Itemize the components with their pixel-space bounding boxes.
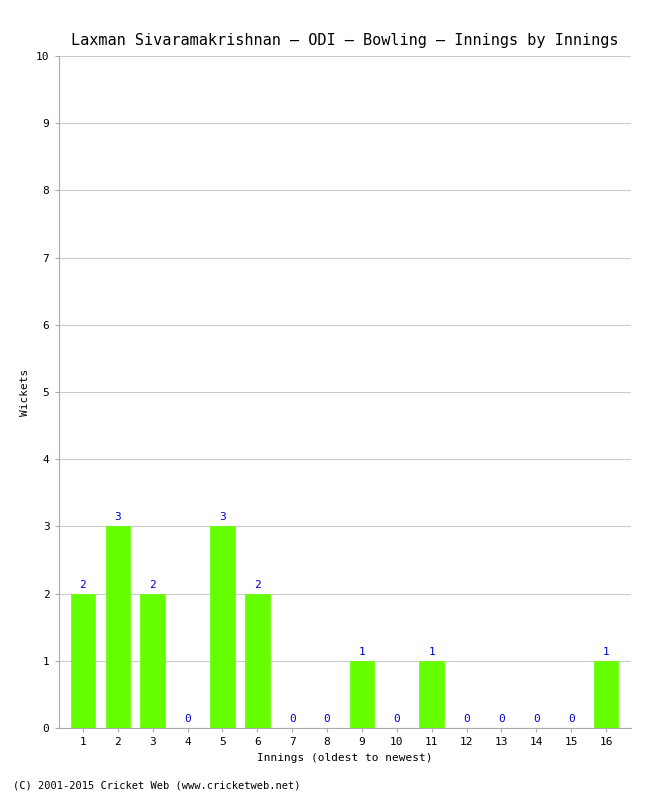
Text: 1: 1 <box>428 646 435 657</box>
Text: 0: 0 <box>289 714 296 724</box>
Text: 2: 2 <box>79 579 86 590</box>
Text: 0: 0 <box>568 714 575 724</box>
Text: 0: 0 <box>463 714 470 724</box>
Text: 0: 0 <box>393 714 400 724</box>
Text: 1: 1 <box>359 646 365 657</box>
Text: 3: 3 <box>219 512 226 522</box>
X-axis label: Innings (oldest to newest): Innings (oldest to newest) <box>257 753 432 762</box>
Bar <box>71 594 95 728</box>
Text: 0: 0 <box>498 714 505 724</box>
Bar <box>140 594 165 728</box>
Text: 2: 2 <box>254 579 261 590</box>
Text: 3: 3 <box>114 512 121 522</box>
Text: 0: 0 <box>533 714 540 724</box>
Text: 0: 0 <box>324 714 330 724</box>
Bar <box>594 661 618 728</box>
Bar <box>105 526 130 728</box>
Text: 2: 2 <box>150 579 156 590</box>
Bar <box>210 526 235 728</box>
Bar <box>245 594 270 728</box>
Bar <box>419 661 444 728</box>
Text: 1: 1 <box>603 646 610 657</box>
Title: Laxman Sivaramakrishnan – ODI – Bowling – Innings by Innings: Laxman Sivaramakrishnan – ODI – Bowling … <box>71 33 618 48</box>
Text: (C) 2001-2015 Cricket Web (www.cricketweb.net): (C) 2001-2015 Cricket Web (www.cricketwe… <box>13 781 300 790</box>
Bar <box>350 661 374 728</box>
Y-axis label: Wickets: Wickets <box>20 368 31 416</box>
Text: 0: 0 <box>184 714 191 724</box>
